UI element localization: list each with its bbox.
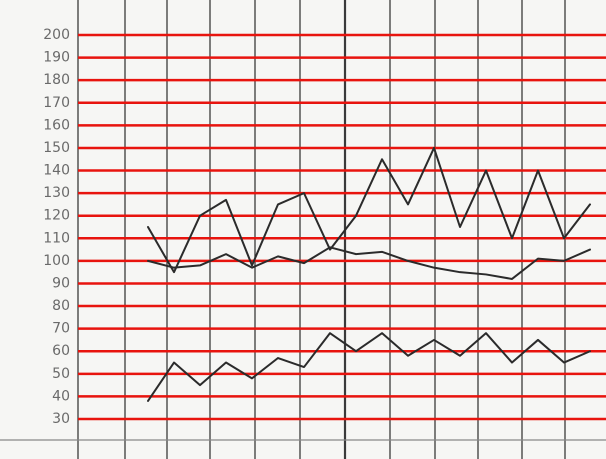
- y-tick-label: 100: [43, 253, 70, 269]
- y-tick-label: 60: [52, 343, 70, 359]
- y-tick-label: 120: [43, 208, 70, 224]
- y-tick-label: 180: [43, 72, 70, 88]
- y-tick-label: 200: [43, 27, 70, 43]
- y-tick-label: 110: [43, 230, 70, 246]
- y-tick-label: 140: [43, 163, 70, 179]
- y-tick-label: 160: [43, 117, 70, 133]
- y-tick-label: 90: [52, 275, 70, 291]
- y-tick-label: 190: [43, 50, 70, 66]
- y-tick-label: 80: [52, 298, 70, 314]
- y-tick-label: 170: [43, 95, 70, 111]
- y-tick-label: 30: [52, 411, 70, 427]
- y-tick-label: 130: [43, 185, 70, 201]
- y-tick-label: 40: [52, 388, 70, 404]
- y-tick-label: 150: [43, 140, 70, 156]
- y-tick-label: 70: [52, 321, 70, 337]
- y-tick-label: 50: [52, 366, 70, 382]
- chart: 30 40 50 60 70 80 90 100 110 120 130 140 150 160 170 18…: [0, 0, 606, 459]
